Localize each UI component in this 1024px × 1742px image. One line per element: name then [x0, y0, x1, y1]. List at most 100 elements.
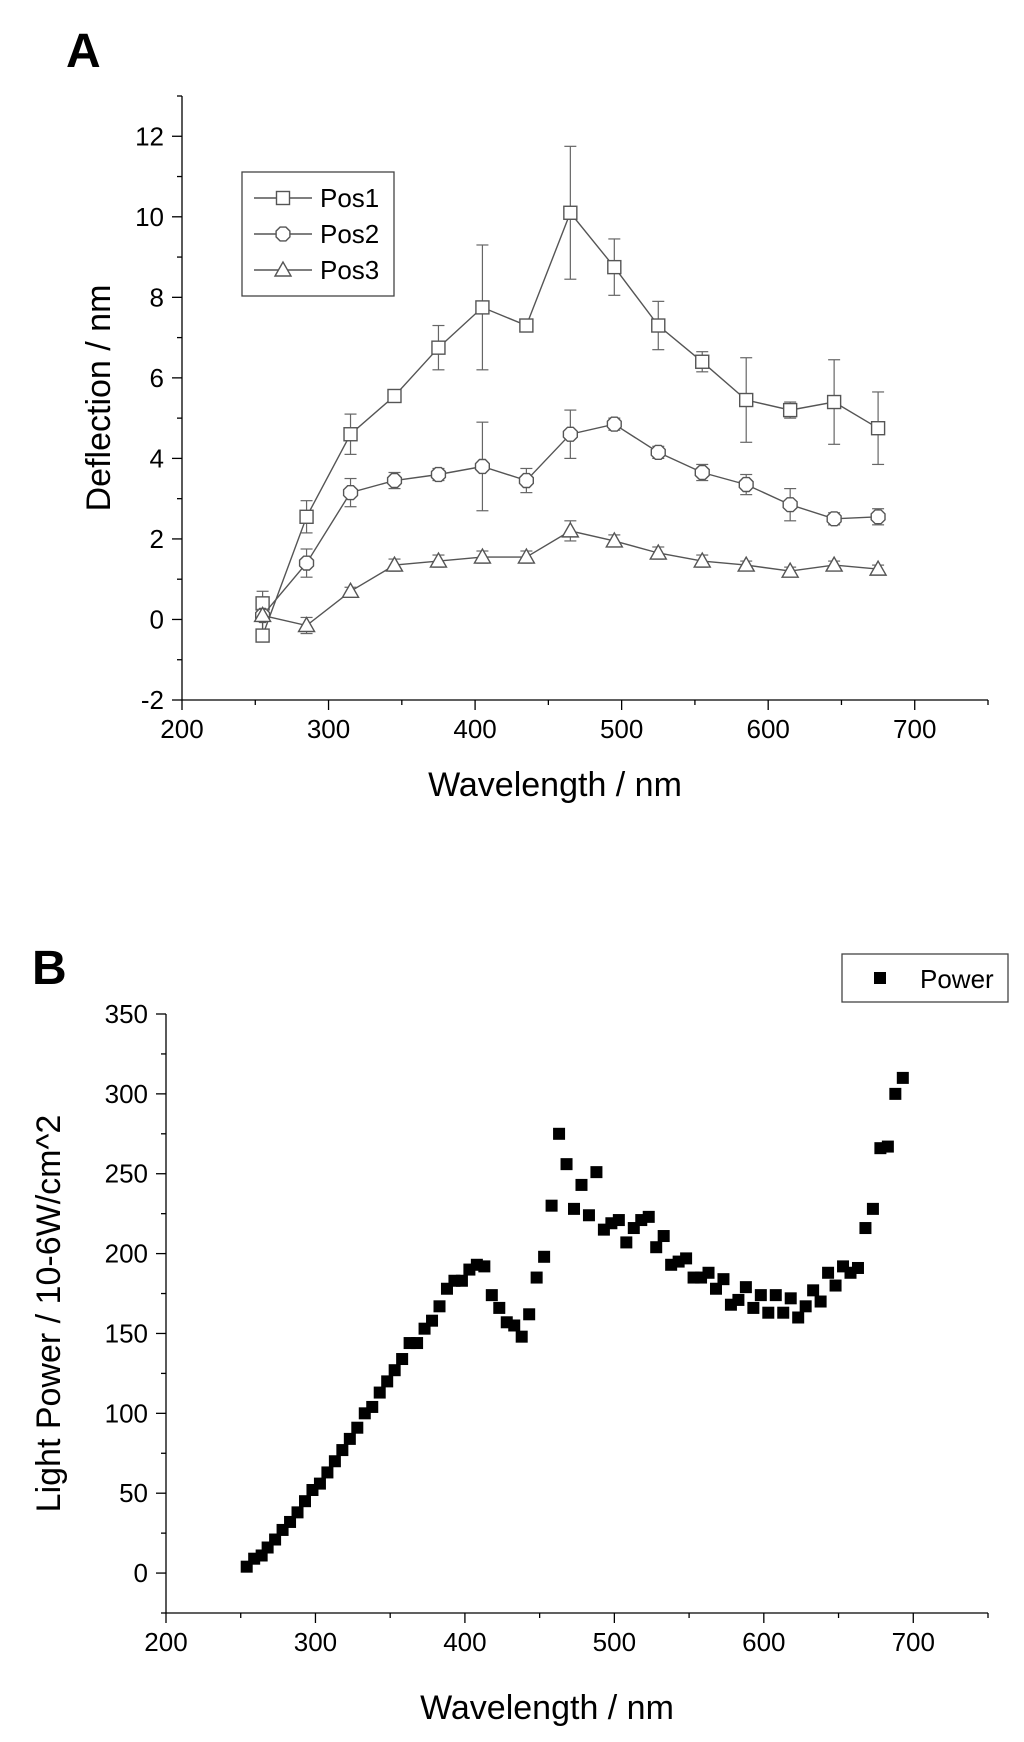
data-point-triangle — [693, 551, 712, 568]
data-point-power — [814, 1295, 827, 1308]
series-line-pos3 — [262, 530, 879, 627]
y-tick-label: 8 — [150, 282, 164, 312]
x-tick-label: 400 — [443, 1627, 486, 1657]
data-point-power — [433, 1300, 446, 1313]
y-tick-label: 150 — [105, 1318, 148, 1348]
data-point-octagon — [474, 458, 490, 475]
data-point-triangle — [473, 547, 492, 564]
x-tick-label: 500 — [593, 1627, 636, 1657]
data-point-octagon — [342, 485, 359, 501]
data-point-triangle — [429, 551, 448, 568]
x-tick-label: 400 — [453, 714, 496, 744]
data-point-power — [829, 1279, 842, 1292]
data-point-power — [851, 1261, 864, 1274]
data-point-square — [343, 427, 358, 442]
data-point-power — [284, 1515, 297, 1528]
data-point-power — [657, 1230, 670, 1243]
data-point-power — [328, 1455, 341, 1468]
legend — [841, 953, 1009, 1003]
y-tick-label: 350 — [105, 999, 148, 1029]
data-point-power — [560, 1158, 573, 1171]
data-point-power — [747, 1301, 760, 1314]
data-point-square — [299, 509, 314, 524]
data-point-power — [485, 1289, 498, 1302]
data-point-triangle — [736, 555, 756, 572]
y-tick-label: 200 — [105, 1239, 148, 1269]
data-point-power — [762, 1306, 775, 1319]
data-point-power — [373, 1386, 386, 1399]
data-point-octagon — [738, 476, 754, 493]
data-point-power — [739, 1281, 752, 1294]
data-point-power — [769, 1289, 782, 1302]
data-point-power — [799, 1300, 812, 1313]
legend-label: Pos1 — [320, 183, 379, 213]
y-tick-label: 10 — [135, 202, 164, 232]
data-point-triangle — [385, 555, 404, 572]
data-point-square — [826, 394, 842, 410]
y-tick-label: -2 — [141, 685, 164, 715]
data-point-triangle — [341, 581, 360, 598]
deflection-chart: A 200 300 400 500 600 700 -2 0 2 4 6 8 10 12 Wavelength… — [66, 25, 989, 804]
data-point-square — [695, 354, 710, 369]
data-point-power — [411, 1337, 424, 1350]
data-point-power — [889, 1087, 902, 1100]
data-point-square — [782, 402, 798, 418]
data-point-triangle — [297, 616, 316, 633]
y-axis-title: Deflection / nm — [80, 285, 118, 512]
data-point-power — [269, 1533, 282, 1546]
data-point-power — [426, 1314, 439, 1327]
x-axis-title: Wavelength / nm — [428, 766, 682, 804]
y-axis-title: Light Power / 10-6W/cm^2 — [30, 1115, 68, 1513]
panel-label: A — [66, 25, 101, 78]
data-point-power — [248, 1552, 261, 1565]
legend-label: Pos3 — [320, 255, 379, 285]
panel-label: B — [32, 942, 67, 995]
data-point-square — [739, 392, 754, 408]
data-point-power — [582, 1209, 595, 1222]
data-point-power — [500, 1316, 513, 1329]
x-axis-title: Wavelength / nm — [420, 1689, 674, 1727]
data-point-triangle — [649, 543, 668, 560]
data-point-power — [874, 972, 886, 984]
data-point-power — [822, 1266, 835, 1279]
x-tick-label: 600 — [746, 714, 789, 744]
legend-label: Power — [920, 964, 994, 994]
data-point-power — [313, 1477, 326, 1490]
data-point-octagon — [870, 509, 886, 525]
data-point-power — [388, 1364, 401, 1377]
data-point-power — [515, 1330, 528, 1343]
data-point-octagon — [694, 464, 710, 481]
data-point-power — [680, 1252, 693, 1265]
data-point-octagon — [430, 466, 447, 483]
data-point-power — [792, 1311, 805, 1324]
y-tick-label: 2 — [150, 524, 164, 554]
data-point-square — [475, 300, 490, 315]
x-tick-label: 300 — [307, 714, 350, 744]
data-point-octagon — [606, 416, 622, 432]
data-point-square — [387, 388, 402, 404]
data-point-triangle — [561, 521, 580, 538]
data-point-power — [455, 1274, 468, 1287]
data-point-power — [321, 1466, 334, 1479]
data-point-power — [620, 1236, 633, 1249]
data-point-power — [538, 1250, 551, 1263]
x-tick-label: 500 — [600, 714, 643, 744]
y-tick-label: 12 — [135, 121, 164, 151]
data-point-square — [651, 318, 666, 333]
data-point-octagon — [650, 444, 666, 460]
data-point-square — [431, 340, 446, 355]
data-point-power — [881, 1140, 894, 1153]
data-point-octagon — [826, 511, 842, 527]
data-point-octagon — [782, 497, 798, 513]
data-point-triangle — [824, 555, 844, 572]
x-tick-label: 200 — [144, 1627, 187, 1657]
data-point-power — [732, 1293, 745, 1306]
data-point-power — [336, 1444, 349, 1457]
y-tick-label: 0 — [134, 1558, 148, 1588]
data-point-power — [642, 1210, 655, 1223]
data-point-triangle — [605, 531, 624, 548]
data-point-power — [545, 1199, 558, 1212]
y-tick-label: 4 — [150, 443, 164, 473]
data-point-power — [896, 1071, 909, 1084]
series-line-pos1 — [261, 211, 879, 636]
